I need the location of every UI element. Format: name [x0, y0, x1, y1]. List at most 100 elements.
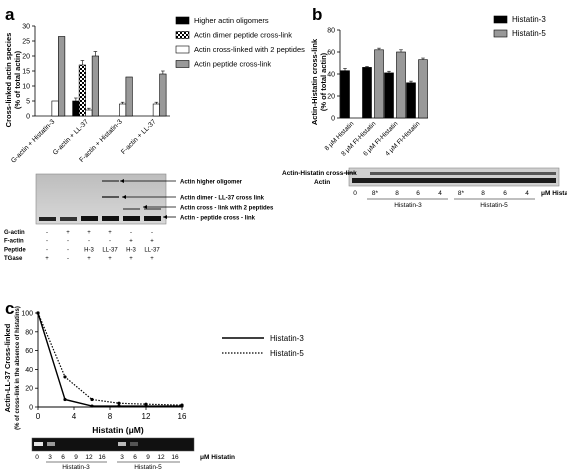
chart-c-ytick-label: 60 [25, 348, 33, 355]
gel-a-row-label: TGase [4, 256, 23, 262]
gel-c-lane-label: 3 [120, 454, 124, 461]
chart-c-xtick-label: 12 [142, 412, 151, 421]
gel-b-unit: μM Histatin [541, 190, 567, 197]
gel-a-row-label: F-actin [4, 239, 24, 245]
chart-a-bar [152, 103, 160, 117]
gel-a-arrowhead [120, 179, 124, 183]
gel-a-band [102, 196, 119, 198]
chart-c-ylabel-1: Actin-LL-37 Cross-linked [3, 323, 12, 412]
gel-a-annotation: Actin higher oligomer [180, 180, 243, 186]
chart-a-legend-entry: Actin cross-linked with 2 peptides [194, 45, 305, 54]
chart-c-xtick-label: 0 [36, 412, 41, 421]
gel-a-cell: - [46, 230, 48, 236]
gel-a-cell: + [108, 230, 112, 236]
gel-a-cell: LL-37 [102, 247, 118, 253]
chart-c-point [90, 404, 94, 408]
chart-c-ytick-label: 20 [25, 386, 33, 393]
gel-b-lane-label: 6 [503, 190, 507, 197]
chart-b-ylabel-2: (% of total actin) [319, 52, 328, 111]
chart-a-legend-swatch [175, 45, 190, 54]
gel-c-image [31, 437, 195, 452]
gel-a-cell: - [46, 247, 48, 253]
chart-a-legend-swatch [175, 16, 190, 25]
chart-b-ytick-label: 60 [327, 50, 335, 57]
chart-c-point [117, 404, 121, 408]
gel-a-cell: - [130, 230, 132, 236]
gel-c-lane-label: 0 [35, 454, 39, 461]
gel-c-group-label: Histatin-5 [134, 464, 162, 470]
chart-a-ytick-label: 30 [22, 24, 30, 31]
chart-c-point [90, 397, 94, 402]
gel-a-cell: + [66, 230, 70, 236]
gel-c-lane-label: 12 [85, 454, 93, 461]
gel-a: Actin higher oligomer Actin dimer - LL-37… [4, 173, 274, 262]
chart-b-bar [406, 82, 416, 119]
gel-a-cell: - [67, 239, 69, 245]
chart-b-bar [418, 59, 428, 119]
chart-a-category-label: G-actin + LL-37 [52, 118, 90, 156]
chart-c-ytick-label: 0 [29, 405, 33, 412]
chart-a-legend-swatch [175, 31, 190, 39]
gel-b-lane-label: 4 [438, 190, 442, 197]
gel-b: Actin-Histatin cross-link Actin 0 8* 8 6 4 8*… [282, 167, 567, 209]
gel-b-side-label-crosslink: Actin-Histatin cross-link [282, 170, 357, 177]
chart-b-bar [384, 72, 394, 119]
chart-a-category-label: F-actin + LL-37 [120, 118, 158, 156]
chart-c-point [36, 311, 40, 315]
chart-a-ytick-label: 10 [22, 84, 30, 91]
chart-c-xtick-label: 8 [108, 412, 113, 421]
gel-b-side-label-actin: Actin [314, 179, 330, 186]
chart-b-legend-swatch [493, 29, 508, 38]
gel-a-band [60, 217, 77, 221]
gel-a-band [144, 208, 161, 210]
chart-a-ytick-label: 25 [22, 39, 30, 46]
chart-b-ytick-label: 0 [331, 116, 335, 123]
gel-a-image [35, 173, 167, 225]
gel-a-cell: + [108, 256, 112, 262]
gel-a-band [39, 217, 56, 221]
gel-a-cell: + [45, 256, 49, 262]
chart-b: Actin-Histatin cross-link (% of total ac… [310, 15, 546, 158]
chart-a-ytick-label: 5 [26, 99, 30, 106]
panel-label-a: a [5, 5, 15, 24]
chart-a-ylabel-2: (% of total actin) [13, 50, 22, 109]
chart-c-ytick-label: 40 [25, 367, 33, 374]
chart-c-point [144, 402, 148, 406]
gel-c-lane-label: 6 [133, 454, 137, 461]
chart-c-xtick-label: 16 [178, 412, 187, 421]
gel-b-lane-label: 8* [458, 190, 465, 197]
gel-c-unit: μM Histatin [200, 454, 235, 461]
gel-a-cell: + [87, 256, 91, 262]
gel-b-lane-label: 4 [525, 190, 529, 197]
chart-a-ytick-label: 0 [26, 114, 30, 121]
gel-a-annotation: Actin - peptide cross - link [180, 216, 256, 222]
chart-a-bar [119, 103, 127, 117]
chart-c-legend-entry: Histatin-3 [270, 334, 304, 343]
chart-a-bar [72, 100, 80, 117]
chart-a-legend-entry: Actin dimer peptide cross-link [194, 31, 292, 40]
gel-a-band [81, 216, 98, 221]
gel-a-cell: - [109, 239, 111, 245]
gel-a-cell: + [150, 239, 154, 245]
gel-c-lane-label: 16 [98, 454, 106, 461]
gel-b-group-label: Histatin-3 [394, 202, 422, 209]
chart-a-bar [58, 36, 66, 117]
gel-b-lane-label: 6 [416, 190, 420, 197]
gel-b-lane-label: 8* [372, 190, 379, 197]
gel-c-group-label: Histatin-3 [62, 464, 90, 470]
gel-a-annotation: Actin cross - link with 2 peptides [180, 206, 274, 212]
chart-b-bar [340, 70, 350, 119]
chart-a-bar [78, 64, 86, 117]
gel-a-cell: + [87, 230, 91, 236]
gel-b-lane-label: 8 [481, 190, 485, 197]
chart-b-ytick-label: 20 [327, 94, 335, 101]
gel-a-arrowhead [163, 215, 167, 219]
chart-c-point [63, 375, 67, 379]
gel-a-cell: - [88, 239, 90, 245]
chart-a-ytick-label: 20 [22, 54, 30, 61]
chart-c-xlabel: Histatin (μM) [92, 425, 144, 435]
gel-a-cell: LL-37 [144, 247, 160, 253]
chart-b-ytick-label: 80 [327, 28, 335, 35]
gel-c-lane-label: 3 [48, 454, 52, 461]
